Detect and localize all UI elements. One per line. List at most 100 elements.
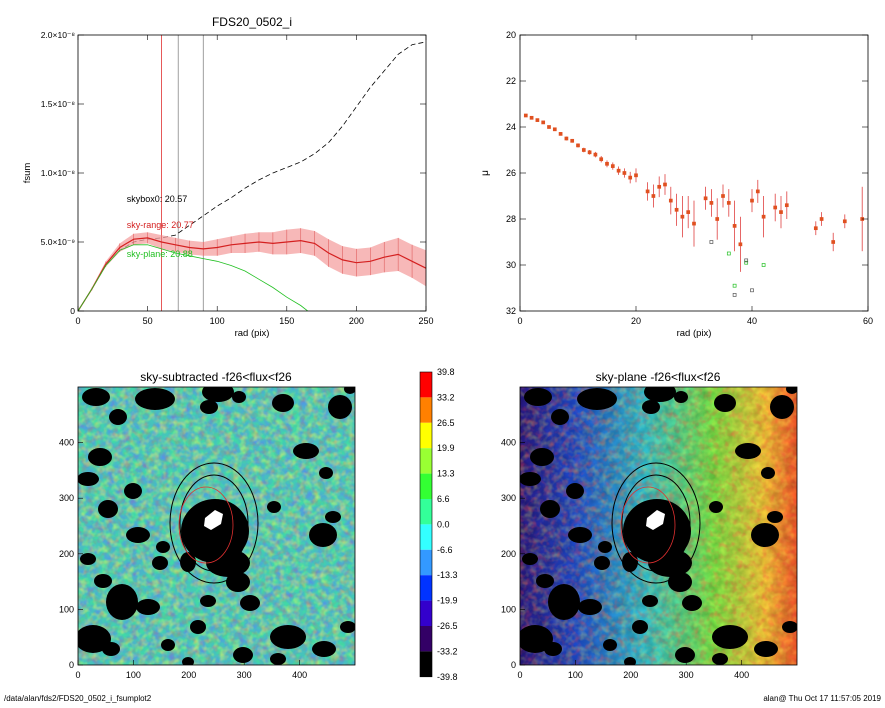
mu-point [761, 214, 766, 219]
mu-point [587, 150, 592, 155]
masked-source [540, 500, 560, 518]
sky-subtracted-title: sky-subtracted -f26<flux<f26 [140, 370, 292, 384]
colorbar-label: -33.2 [437, 646, 458, 656]
mu-point [541, 120, 546, 125]
mu-point [634, 173, 638, 178]
mu-point [674, 207, 679, 212]
inner-aperture-ellipse [178, 486, 234, 564]
masked-source [88, 448, 112, 466]
masked-source [80, 553, 96, 565]
sky-plane-title: sky-plane -f26<flux<f26 [596, 370, 721, 384]
colorbar-label: -19.9 [437, 596, 458, 606]
mu-point [558, 132, 563, 136]
outer-aperture-ellipse [169, 462, 259, 584]
mu-point [726, 251, 731, 256]
mu-point [657, 184, 662, 189]
colorbar-label: 0.0 [437, 519, 450, 529]
masked-source [674, 391, 688, 403]
footer-user-time: alan@ Thu Oct 17 11:57:05 2019 [763, 694, 881, 703]
fsum-ytick-label: 2.0×10⁻⁸ [41, 30, 76, 40]
masked-source [233, 647, 253, 663]
sky-plane-image [520, 387, 797, 665]
mu-point [628, 175, 633, 180]
fsum-annotation: sky-range: 20.77 [127, 220, 194, 230]
mu-xtick-label: 20 [631, 316, 641, 326]
mu-point [761, 263, 766, 267]
masked-source [270, 625, 306, 649]
mu-ytick-label: 20 [506, 30, 516, 40]
fsum-ytick-label: 5.0×10⁻⁹ [41, 237, 76, 247]
colorbar-label: 19.9 [437, 443, 455, 453]
mu-point [709, 201, 714, 205]
masked-source [135, 388, 175, 410]
colorbar-swatch [420, 372, 432, 398]
colorbar: 39.8 33.2 26.5 19.9 13.3 6.6 0.0 -6.6 -13.3 -19.9… [419, 367, 458, 682]
masked-source [782, 621, 797, 633]
mu-point [692, 221, 696, 226]
fsum-annotations: skybox0: 20.57 sky-range: 20.77 sky-plane:… [127, 194, 194, 259]
mu-xtick-label: 0 [517, 316, 522, 326]
mu-ytick-label: 30 [506, 260, 516, 270]
colorbar-swatch [420, 575, 432, 601]
mu-point [703, 196, 708, 201]
mu-ytick-label: 28 [506, 214, 516, 224]
sky-subtracted-axes: 0 100 200 300 400 0 100 200 300 400 [59, 438, 307, 680]
mu-point [645, 189, 650, 194]
map-xtick-label: 200 [623, 670, 638, 680]
masked-source [624, 657, 636, 665]
mu-point [529, 115, 534, 120]
colorbar-swatch [420, 626, 432, 652]
fsum-series [78, 41, 426, 311]
fsum-xtick-label: 50 [143, 316, 153, 326]
mu-point [576, 143, 580, 148]
fsum-xtick-label: 150 [279, 316, 294, 326]
mu-point [564, 136, 569, 141]
mu-point [732, 293, 737, 297]
map-xtick-label: 400 [734, 670, 749, 680]
masked-source [126, 527, 150, 543]
masked-source [293, 443, 319, 459]
mu-point [744, 260, 749, 265]
masked-source [712, 625, 748, 649]
mu-series [523, 113, 865, 297]
masked-source [630, 508, 650, 526]
mu-point [750, 288, 754, 293]
map-ytick-label: 300 [501, 493, 516, 503]
masked-source [712, 653, 728, 665]
mu-ylabel: μ [480, 170, 491, 176]
map-ytick-label: 400 [59, 438, 74, 448]
fsum-ytick-label: 1.0×10⁻⁸ [41, 168, 76, 178]
mu-xtick-label: 60 [863, 316, 873, 326]
fsum-xtick-label: 250 [418, 316, 433, 326]
mu-point [773, 205, 778, 210]
masked-source [520, 625, 553, 653]
mu-point [535, 118, 540, 122]
galaxy-core [204, 510, 223, 530]
fsum-axes: 0 50 100 150 200 250 0 5.0×10⁻⁹ 1.0×10⁻⁸ 1.5×10⁻⁸… [41, 30, 434, 326]
mu-axes: 0 20 40 60 20 22 24 26 28 30 32 [506, 30, 873, 326]
fsum-series-line [78, 237, 426, 311]
mu-point [599, 157, 604, 162]
mu-point [680, 214, 685, 219]
masked-source [735, 443, 761, 459]
mu-ytick-label: 32 [506, 306, 516, 316]
colorbar-swatch [420, 473, 432, 499]
masked-source [530, 448, 554, 466]
masked-source [98, 500, 118, 518]
masked-source [632, 620, 648, 634]
mu-xlabel: rad (pix) [677, 328, 712, 339]
masked-source [78, 625, 111, 653]
colorbar-label: 26.5 [437, 418, 455, 428]
masked-source [340, 621, 355, 633]
fsum-ytick-label: 1.5×10⁻⁸ [41, 99, 76, 109]
fsum-ytick-label: 0 [70, 306, 75, 316]
masked-source [577, 388, 617, 410]
fsum-series-line [78, 244, 308, 311]
map-xtick-label: 100 [126, 670, 141, 680]
mu-point [779, 210, 783, 214]
map-ytick-label: 100 [501, 604, 516, 614]
mu-point [622, 171, 627, 175]
masked-source [568, 527, 592, 543]
mu-point [605, 161, 609, 166]
